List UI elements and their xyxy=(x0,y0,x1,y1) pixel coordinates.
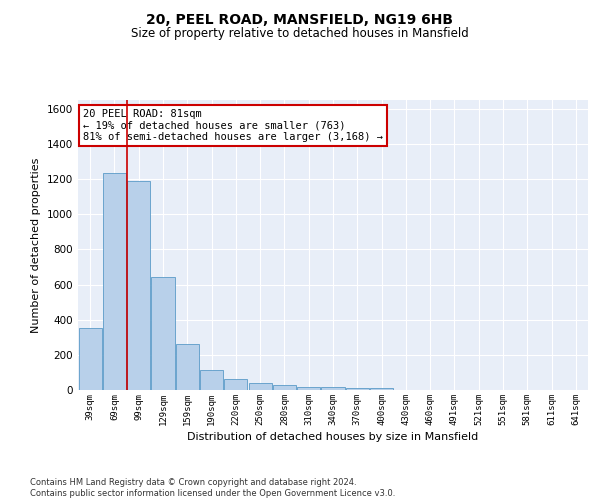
Text: 20, PEEL ROAD, MANSFIELD, NG19 6HB: 20, PEEL ROAD, MANSFIELD, NG19 6HB xyxy=(146,12,454,26)
Bar xyxy=(322,388,344,390)
X-axis label: Distribution of detached houses by size in Mansfield: Distribution of detached houses by size … xyxy=(187,432,479,442)
Y-axis label: Number of detached properties: Number of detached properties xyxy=(31,158,41,332)
Bar xyxy=(151,276,175,390)
Text: Contains HM Land Registry data © Crown copyright and database right 2024.
Contai: Contains HM Land Registry data © Crown c… xyxy=(30,478,395,498)
Text: 20 PEEL ROAD: 81sqm
← 19% of detached houses are smaller (763)
81% of semi-detac: 20 PEEL ROAD: 81sqm ← 19% of detached ho… xyxy=(83,108,383,142)
Bar xyxy=(176,344,199,390)
Bar xyxy=(346,388,369,390)
Bar xyxy=(297,387,320,390)
Bar xyxy=(273,385,296,390)
Text: Size of property relative to detached houses in Mansfield: Size of property relative to detached ho… xyxy=(131,28,469,40)
Bar xyxy=(127,181,150,390)
Bar xyxy=(200,370,223,390)
Bar xyxy=(224,378,247,390)
Bar xyxy=(248,384,272,390)
Bar xyxy=(370,388,393,390)
Bar xyxy=(103,173,126,390)
Bar xyxy=(79,328,101,390)
